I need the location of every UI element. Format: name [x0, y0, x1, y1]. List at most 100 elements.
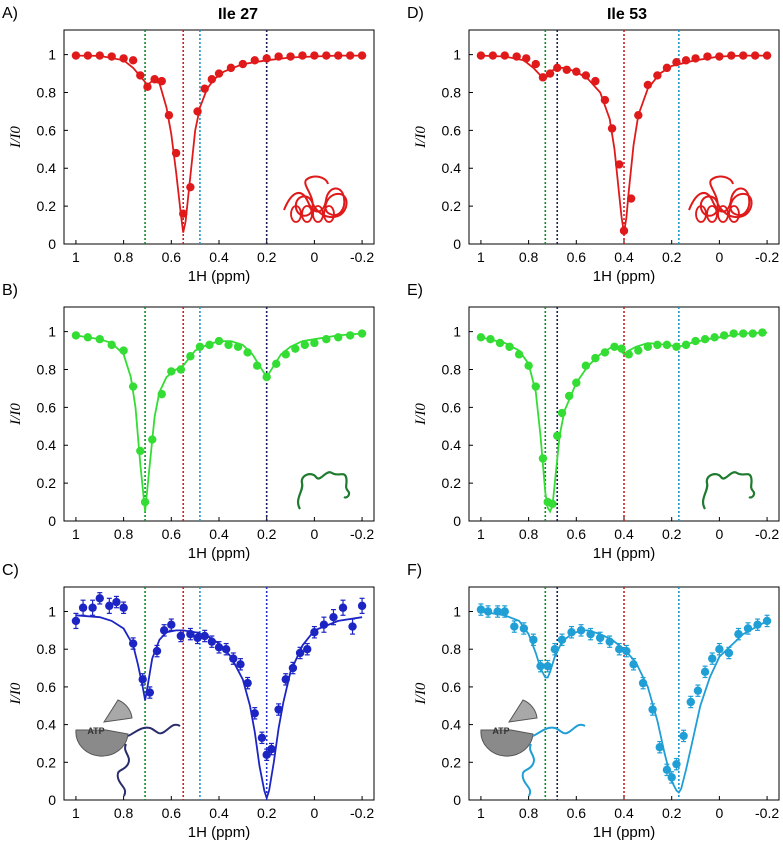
data-point [193, 107, 202, 116]
data-point [615, 160, 624, 169]
x-tick-label: 0.4 [614, 249, 634, 265]
data-point [119, 346, 128, 355]
data-point [557, 635, 567, 644]
data-point [672, 759, 681, 769]
x-tick-label: 0.2 [257, 526, 277, 542]
data-point [238, 59, 248, 69]
data-point [157, 76, 166, 86]
data-point [591, 76, 600, 86]
data-point [71, 51, 81, 60]
data-point [136, 446, 145, 456]
x-tick-label: 0 [715, 805, 723, 821]
x-tick-label: -0.2 [350, 249, 374, 265]
data-point [667, 773, 676, 782]
data-point [200, 631, 209, 641]
data-point [743, 624, 753, 633]
data-point [762, 51, 772, 60]
data-point [495, 338, 505, 348]
data-point [739, 51, 748, 60]
x-tick-label: 0.2 [662, 526, 682, 542]
data-point [619, 226, 629, 235]
data-point [128, 382, 138, 391]
data-point [500, 607, 509, 616]
x-tick-label: 0.8 [114, 805, 134, 821]
data-point [605, 637, 614, 646]
data-point [71, 331, 81, 340]
x-tick-label: 0.2 [662, 805, 682, 821]
y-tick-label: 0.6 [37, 122, 57, 138]
data-point [171, 148, 181, 158]
data-point [600, 95, 610, 105]
y-tick-label: 1 [453, 47, 461, 63]
data-point [262, 750, 271, 759]
data-point [634, 346, 643, 355]
x-tick-label: -0.2 [350, 805, 374, 821]
data-point [653, 71, 662, 80]
data-point [357, 51, 367, 60]
column-title-left: Ile 27 [218, 6, 258, 23]
y-tick-label: 0.2 [442, 475, 462, 491]
data-point [524, 361, 533, 370]
y-tick-label: 1 [453, 324, 461, 340]
data-point [83, 51, 93, 60]
data-point [348, 622, 357, 631]
data-point [229, 654, 238, 663]
data-point [615, 645, 624, 654]
y-tick-label: 0.4 [37, 437, 57, 453]
data-point [557, 408, 567, 418]
data-point [600, 348, 610, 357]
x-tick-label: 0.6 [162, 249, 182, 265]
data-point [322, 51, 331, 60]
data-point [148, 435, 157, 444]
data-point [610, 342, 619, 351]
data-point [686, 697, 695, 707]
data-point [140, 497, 150, 507]
data-point [536, 661, 545, 671]
data-point [734, 629, 743, 639]
panels: A) 1 0.8 0.6 0.4 0.2 0 -0.2 0 0.2 0.4 0.6 0.8 1 1H (pp… [2, 5, 780, 841]
x-tick-label: 0.4 [209, 805, 229, 821]
data-point [152, 646, 162, 656]
data-point [345, 331, 355, 340]
data-point [638, 678, 648, 688]
data-point [200, 84, 209, 93]
data-point [298, 51, 307, 60]
data-point [545, 69, 555, 78]
x-tick-label: 0.4 [614, 805, 634, 821]
data-point [145, 688, 155, 697]
data-point [643, 342, 653, 351]
panel-a: A) 1 0.8 0.6 0.4 0.2 0 -0.2 0 0.2 0.4 0.6 0.8 1 1H (pp… [2, 5, 375, 285]
data-point [303, 645, 312, 654]
data-point [281, 350, 290, 359]
atp-complex-icon: ATP [75, 699, 181, 797]
panel-e: E) 1 0.8 0.6 0.4 0.2 0 -0.2 0 0.2 0.4 0.6 0.8 1 1H (pp… [407, 282, 780, 562]
y-tick-label: 1 [453, 604, 461, 620]
data-point [357, 601, 367, 611]
data-point [357, 329, 367, 338]
data-point [648, 705, 657, 714]
data-point [762, 616, 772, 626]
data-point [679, 731, 688, 741]
fit-curve [75, 332, 363, 512]
panel-letter: E) [407, 282, 423, 299]
data-point [586, 629, 595, 639]
data-point [288, 663, 298, 673]
panel-c: C) 1 0.8 0.6 0.4 0.2 0 -0.2 0 0.2 0.4 0.6 0.8 1 1H (pp… [2, 562, 375, 841]
data-point [662, 63, 672, 73]
x-axis-title: 1H (ppm) [593, 545, 656, 562]
data-point [476, 605, 486, 614]
y-tick-label: 1 [48, 324, 56, 340]
y-tick-label: 0.6 [442, 399, 462, 415]
x-tick-label: 0.8 [114, 249, 134, 265]
data-point [710, 333, 719, 342]
y-tick-label: 0.2 [37, 198, 57, 214]
data-point [681, 340, 691, 350]
x-tick-label: -0.2 [755, 526, 779, 542]
data-point [322, 334, 331, 344]
y-axis-title: I/I0 [413, 126, 429, 149]
x-axis-title: 1H (ppm) [188, 824, 251, 841]
data-point [595, 633, 605, 643]
y-tick-label: 0.2 [37, 754, 57, 770]
data-point [753, 620, 762, 629]
data-point [262, 372, 271, 382]
